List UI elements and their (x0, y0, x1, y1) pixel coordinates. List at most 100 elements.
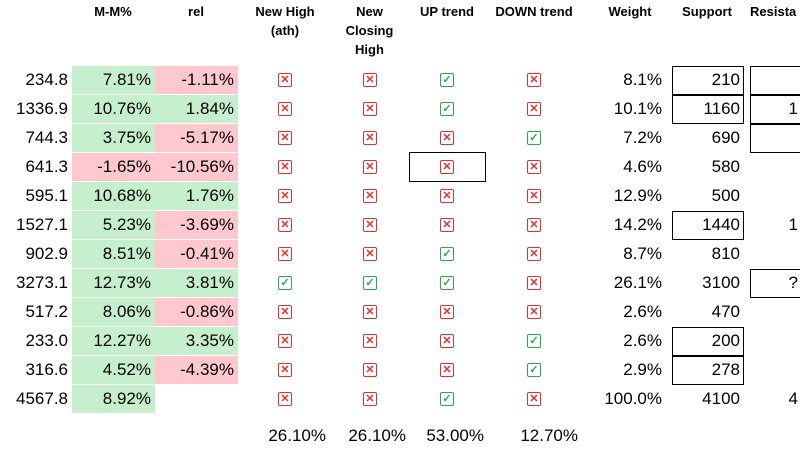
support-cell[interactable]: 1160 (703, 99, 740, 118)
rel-cell[interactable]: -4.39% (155, 356, 238, 384)
rel-cell[interactable]: -3.69% (155, 211, 238, 239)
cross-icon: ✕ (363, 131, 377, 145)
mm-cell[interactable]: 3.75% (72, 124, 155, 152)
price-cell[interactable]: 902.9 (25, 244, 68, 263)
support-cell[interactable]: 4100 (702, 389, 740, 408)
mm-cell[interactable]: 12.27% (72, 327, 155, 355)
price-cell[interactable]: 744.3 (25, 128, 68, 147)
resistance-cell[interactable] (750, 356, 800, 384)
cross-icon: ✕ (363, 102, 377, 116)
rel-cell[interactable]: 3.35% (155, 327, 238, 355)
weight-cell[interactable]: 26.1% (613, 273, 662, 292)
cross-icon: ✕ (527, 392, 541, 406)
price-cell[interactable]: 233.0 (25, 331, 68, 350)
check-icon: ✓ (527, 363, 541, 377)
cross-icon: ✕ (527, 276, 541, 290)
total-new-closing-high: 26.10% (348, 426, 406, 445)
weight-cell[interactable]: 7.2% (623, 128, 662, 147)
total-down-trend: 12.70% (520, 426, 578, 445)
support-cell[interactable]: 3100 (702, 273, 740, 292)
rel-cell[interactable]: -0.41% (155, 240, 238, 268)
weight-cell[interactable]: 8.7% (623, 244, 662, 263)
cross-icon: ✕ (527, 218, 541, 232)
support-cell[interactable]: 500 (711, 186, 740, 205)
support-cell[interactable]: 1440 (702, 215, 740, 234)
rel-cell[interactable]: -10.56% (155, 153, 238, 181)
support-cell[interactable]: 210 (711, 70, 740, 89)
cross-icon: ✕ (278, 131, 292, 145)
cross-icon: ✕ (527, 102, 541, 116)
mm-cell[interactable]: 10.76% (72, 95, 155, 123)
rel-cell[interactable]: -1.11% (155, 66, 238, 94)
rel-cell[interactable]: -0.86% (155, 298, 238, 326)
cross-icon: ✕ (440, 218, 454, 232)
cross-icon: ✕ (278, 73, 292, 87)
weight-cell[interactable]: 2.9% (623, 360, 662, 379)
weight-cell[interactable]: 12.9% (613, 186, 662, 205)
support-cell-border (672, 356, 744, 385)
support-cell-border (672, 95, 744, 124)
rel-cell[interactable]: 1.84% (155, 95, 238, 123)
header-mm: M-M% (94, 4, 132, 19)
cross-icon: ✕ (440, 189, 454, 203)
check-icon: ✓ (527, 334, 541, 348)
header-down-trend: DOWN trend (495, 4, 573, 19)
weight-cell[interactable]: 4.6% (623, 157, 662, 176)
check-icon: ✓ (363, 276, 377, 290)
header-support: Support (682, 4, 732, 19)
mm-cell[interactable]: 12.73% (72, 269, 155, 297)
support-cell[interactable]: 278 (711, 360, 740, 379)
rel-cell[interactable]: 1.76% (155, 182, 238, 210)
weight-cell[interactable]: 2.6% (623, 331, 662, 350)
support-cell[interactable]: 810 (711, 244, 740, 263)
price-cell[interactable]: 641.3 (25, 157, 68, 176)
resistance-cell[interactable]: 1 (788, 99, 798, 118)
support-cell[interactable]: 470 (711, 302, 740, 321)
header-new-closing-high: New Closing High (345, 4, 394, 57)
resistance-cell[interactable] (750, 240, 800, 268)
support-cell[interactable]: 690 (711, 128, 740, 147)
rel-cell[interactable]: 3.81% (155, 269, 238, 297)
cross-icon: ✕ (440, 363, 454, 377)
price-cell[interactable]: 595.1 (25, 186, 68, 205)
resistance-cell[interactable] (750, 327, 800, 355)
weight-cell[interactable]: 2.6% (623, 302, 662, 321)
price-cell[interactable]: 4567.8 (16, 389, 68, 408)
mm-cell[interactable]: 5.23% (72, 211, 155, 239)
resistance-cell[interactable]: ? (788, 273, 798, 292)
weight-cell[interactable]: 14.2% (613, 215, 662, 234)
mm-cell[interactable]: 10.68% (72, 182, 155, 210)
price-cell[interactable]: 316.6 (25, 360, 68, 379)
cross-icon: ✕ (363, 218, 377, 232)
resistance-cell-border (750, 95, 800, 124)
rel-cell[interactable] (155, 385, 238, 413)
price-cell[interactable]: 234.8 (25, 70, 68, 89)
price-cell[interactable]: 3273.1 (16, 273, 68, 292)
header-rel: rel (188, 4, 204, 19)
cross-icon: ✕ (527, 73, 541, 87)
support-cell[interactable]: 580 (711, 157, 740, 176)
rel-cell[interactable]: -5.17% (155, 124, 238, 152)
mm-cell[interactable]: 8.51% (72, 240, 155, 268)
resistance-cell[interactable] (750, 153, 800, 181)
resistance-cell[interactable] (750, 298, 800, 326)
weight-cell[interactable]: 100.0% (604, 389, 662, 408)
header-weight: Weight (608, 4, 652, 19)
weight-cell[interactable]: 10.1% (613, 99, 662, 118)
mm-cell[interactable]: 7.81% (72, 66, 155, 94)
resistance-cell[interactable]: 1 (788, 215, 798, 234)
selected-cell-outline[interactable] (409, 152, 486, 182)
resistance-cell[interactable]: 4 (788, 389, 798, 408)
mm-cell[interactable]: 8.92% (72, 385, 155, 413)
weight-cell[interactable]: 8.1% (623, 70, 662, 89)
mm-cell[interactable]: -1.65% (72, 153, 155, 181)
cross-icon: ✕ (363, 363, 377, 377)
mm-cell[interactable]: 8.06% (72, 298, 155, 326)
resistance-cell[interactable] (750, 182, 800, 210)
cross-icon: ✕ (278, 102, 292, 116)
price-cell[interactable]: 1336.9 (16, 99, 68, 118)
support-cell[interactable]: 200 (711, 331, 740, 350)
price-cell[interactable]: 1527.1 (16, 215, 68, 234)
mm-cell[interactable]: 4.52% (72, 356, 155, 384)
price-cell[interactable]: 517.2 (25, 302, 68, 321)
